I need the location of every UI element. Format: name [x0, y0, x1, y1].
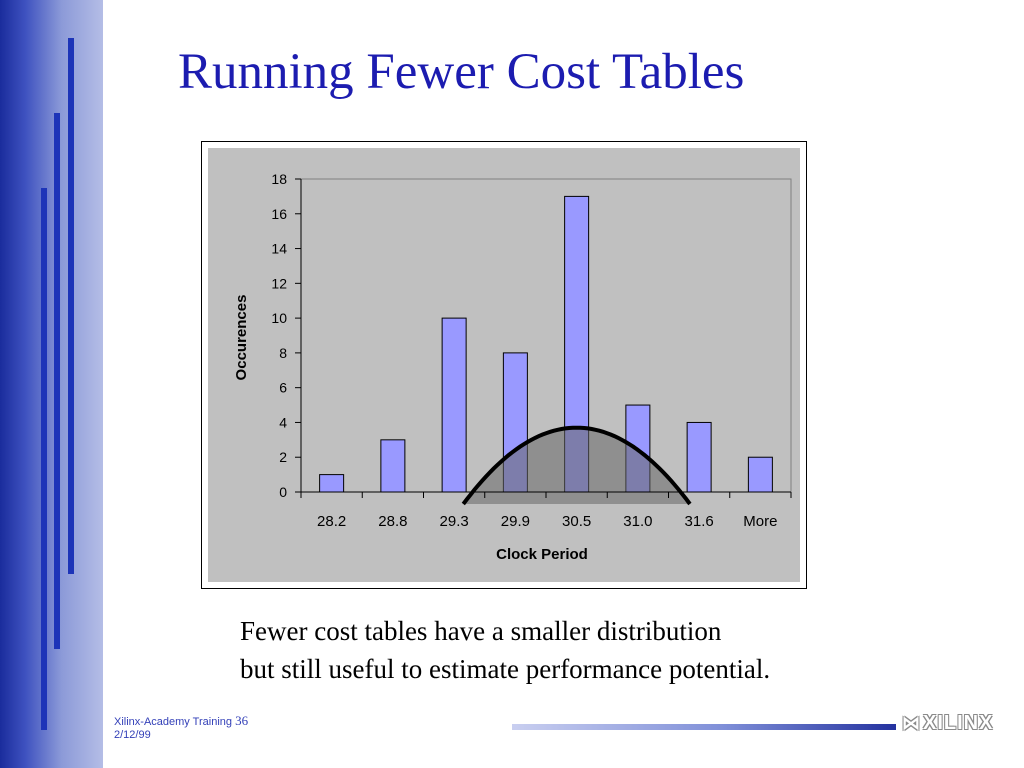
caption-line-2: but still useful to estimate performance… [240, 654, 771, 684]
x-tick-label: 30.5 [562, 513, 591, 530]
left-decorative-band [0, 0, 103, 768]
x-tick-label: More [743, 513, 777, 530]
slide-title: Running Fewer Cost Tables [178, 44, 745, 100]
y-axis-title: Occurences [233, 295, 250, 381]
bar-More [747, 456, 773, 493]
y-tick-label: 0 [279, 484, 287, 500]
footer-date: 2/12/99 [114, 729, 151, 741]
y-tick-label: 18 [271, 171, 287, 187]
logo-text: XILINX [923, 712, 994, 734]
caption-line-1: Fewer cost tables have a smaller distrib… [240, 616, 722, 646]
decorative-stripe [68, 38, 74, 574]
x-tick-label: 29.3 [440, 513, 469, 530]
y-tick-label: 6 [279, 380, 287, 396]
histogram-chart: 0 2 4 6 8 10 12 14 16 18 28.2 28.8 29.3 29.9 30.5 31.0 3… [208, 148, 800, 582]
logo-mark-icon: ⋈ [902, 713, 921, 733]
y-tick-label: 2 [279, 449, 287, 465]
xilinx-logo: ⋈ XILINX [902, 712, 993, 735]
bar-29.3 [441, 317, 467, 493]
bar-28.2 [319, 474, 345, 493]
slide-caption: Fewer cost tables have a smaller distrib… [240, 612, 770, 688]
y-tick-label: 8 [279, 345, 287, 361]
bar-28.8 [380, 439, 406, 493]
x-tick-label: 31.0 [623, 513, 652, 530]
y-tick-label: 4 [279, 414, 287, 430]
y-tick-label: 10 [271, 310, 287, 326]
footer-text: Xilinx-Academy Training [114, 716, 232, 728]
x-tick-label: 28.8 [378, 513, 407, 530]
decorative-stripe [54, 113, 60, 649]
slide-footer: Xilinx-Academy Training 36 2/12/99 [114, 714, 248, 742]
footer-divider [512, 724, 896, 730]
page-number: 36 [235, 713, 249, 728]
y-tick-label: 16 [271, 206, 287, 222]
chart-frame: 0 2 4 6 8 10 12 14 16 18 28.2 28.8 29.3 29.9 30.5 31.0 3… [201, 141, 807, 589]
y-tick-label: 14 [271, 241, 287, 257]
bar-31.6 [686, 421, 712, 493]
y-tick-label: 12 [271, 275, 287, 291]
bell-curve-line [461, 425, 692, 506]
x-axis-title: Clock Period [496, 546, 588, 563]
x-tick-label: 29.9 [501, 513, 530, 530]
x-tick-label: 31.6 [685, 513, 714, 530]
decorative-stripe [41, 188, 47, 730]
x-tick-label: 28.2 [317, 513, 346, 530]
